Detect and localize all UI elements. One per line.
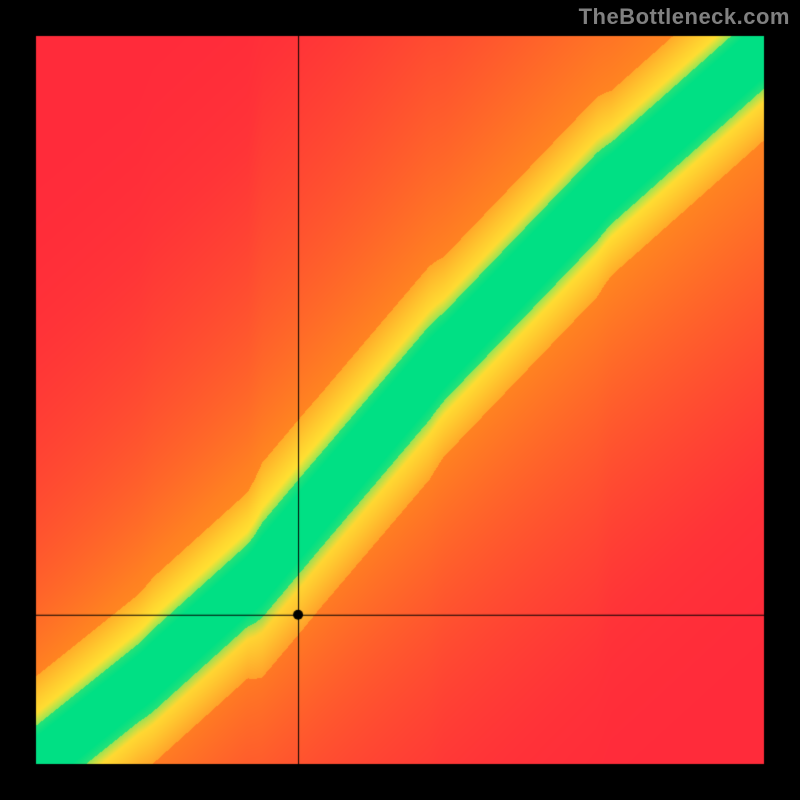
watermark-text: TheBottleneck.com xyxy=(579,4,790,30)
chart-container: TheBottleneck.com xyxy=(0,0,800,800)
bottleneck-heatmap-canvas xyxy=(0,0,800,800)
